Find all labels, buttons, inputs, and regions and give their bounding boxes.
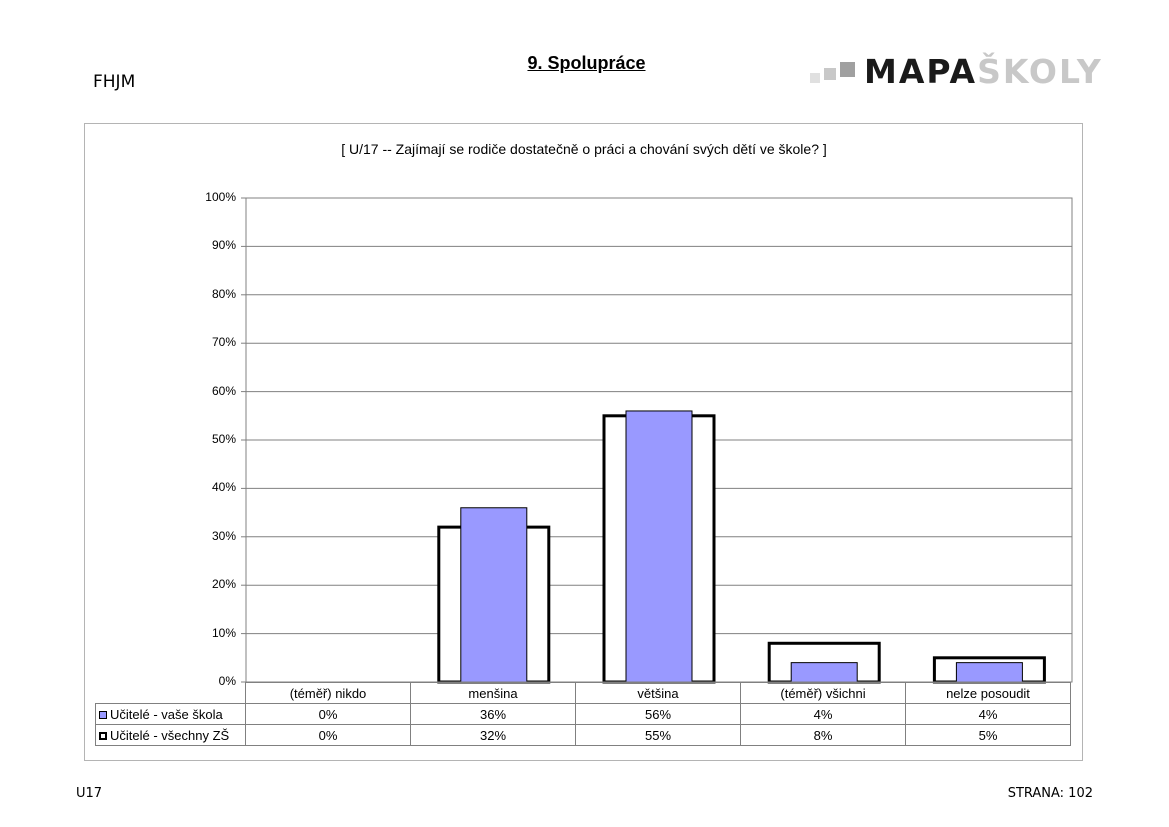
chart-title: [ U/17 -- Zajímají se rodiče dostatečně … [341, 141, 827, 157]
y-tick-label: 50% [211, 432, 236, 446]
data-label: 55% [575, 724, 741, 746]
data-table: (téměř) nikdo menšina většina (téměř) vš… [95, 682, 1071, 746]
legend-entry-school: Učitelé - vaše škola [95, 703, 246, 725]
y-tick-label: 100% [205, 190, 236, 204]
data-label: 32% [410, 724, 576, 746]
bar-your-school [790, 662, 858, 683]
legend-entry-all: Učitelé - všechny ZŠ [95, 724, 246, 746]
logo-text: MAPAŠKOLY [864, 52, 1103, 91]
section-title: 9. Spolupráce [527, 53, 646, 73]
category-label: většina [575, 682, 741, 704]
data-label: 0% [245, 703, 411, 725]
footer-code: U17 [76, 786, 103, 801]
y-tick-label: 80% [211, 286, 236, 301]
data-label: 56% [575, 703, 741, 725]
bar-your-school [955, 662, 1023, 683]
category-label: (téměř) všichni [740, 682, 906, 704]
series-row-all: Učitelé - všechny ZŠ 0% 32% 55% 8% 5% [95, 724, 1071, 746]
y-tick-label: 10% [211, 625, 236, 640]
logo-squares-icon [808, 54, 864, 86]
bar-your-school [625, 410, 693, 683]
y-tick-label: 70% [211, 335, 236, 350]
page-number: STRANA: 102 [1007, 786, 1093, 801]
data-label: 5% [905, 724, 1071, 746]
y-tick-label: 60% [211, 383, 236, 398]
legend-swatch-outline-icon [99, 731, 107, 740]
mapa-skoly-logo: MAPAŠKOLY [808, 52, 1101, 91]
series-row-school: Učitelé - vaše škola 0% 36% 56% 4% 4% [95, 703, 1071, 725]
data-label: 4% [905, 703, 1071, 725]
y-tick-label: 90% [211, 238, 236, 253]
data-label: 4% [740, 703, 906, 725]
y-tick-label: 30% [211, 528, 236, 543]
y-tick-label: 20% [211, 577, 236, 592]
y-tick-label: 40% [211, 480, 236, 495]
data-label: 0% [245, 724, 411, 746]
data-label: 36% [410, 703, 576, 725]
data-label: 8% [740, 724, 906, 746]
category-label: menšina [410, 682, 576, 704]
y-tick-label: 0% [218, 674, 236, 688]
chart-frame [84, 123, 1083, 761]
category-row: (téměř) nikdo menšina většina (téměř) vš… [96, 682, 1071, 704]
school-code: FHJM [93, 72, 136, 92]
category-label: nelze posoudit [905, 682, 1071, 704]
category-label: (téměř) nikdo [245, 682, 411, 704]
bar-your-school [460, 507, 528, 683]
legend-swatch-filled-icon [99, 710, 107, 719]
